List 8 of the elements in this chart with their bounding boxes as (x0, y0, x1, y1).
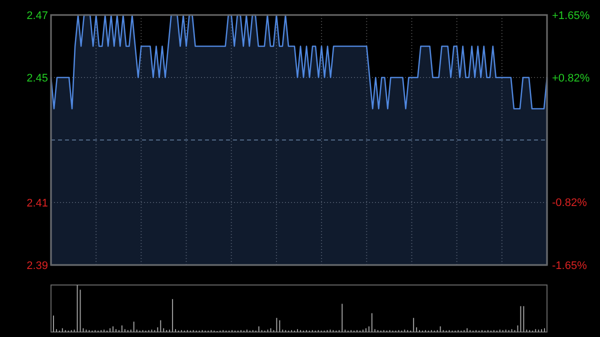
y-tick-label: 2.47 (26, 10, 48, 22)
y2-tick-label: -1.65% (552, 260, 588, 272)
y-tick-label: 2.45 (26, 72, 48, 84)
y2-tick-label: +0.82% (552, 72, 590, 85)
y2-tick-label: +1.65% (552, 10, 590, 22)
y-tick-label: 2.39 (26, 260, 48, 272)
y2-tick-label: -0.82% (552, 196, 588, 209)
y-tick-label: 2.41 (26, 197, 48, 210)
